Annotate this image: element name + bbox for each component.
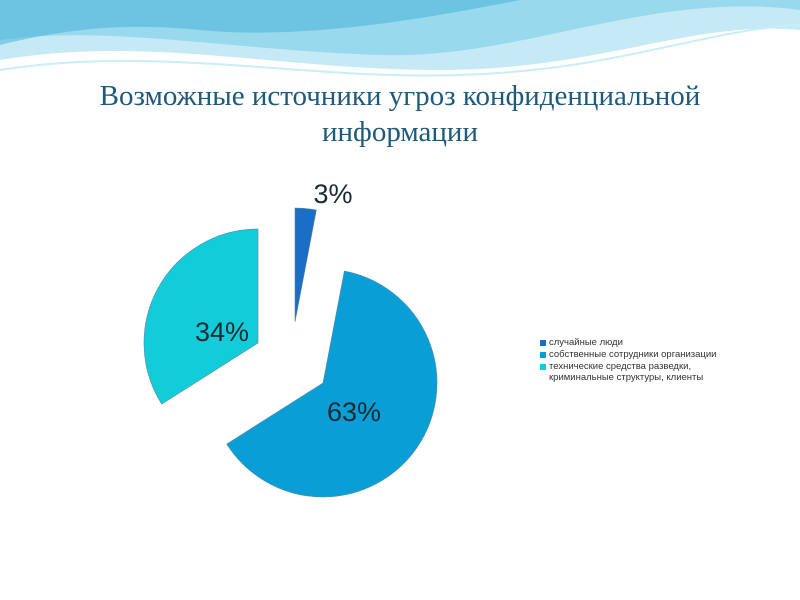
slide-title: Возможные источники угроз конфиденциальн…	[99, 80, 701, 148]
legend-label: случайные люди	[549, 337, 623, 348]
legend-swatch	[540, 352, 546, 358]
pie-slice	[143, 228, 259, 405]
legend-item: случайные люди	[540, 337, 759, 348]
legend-item: технические средства разведки, криминаль…	[540, 361, 759, 383]
pie-slice	[226, 270, 438, 498]
data-label: 63%	[327, 397, 381, 427]
legend-swatch	[540, 364, 546, 370]
legend-label: собственные сотрудники организации	[549, 349, 717, 360]
legend-label: технические средства разведки, криминаль…	[549, 361, 704, 383]
legend-item: собственные сотрудники организации	[540, 349, 759, 360]
data-label: 3%	[313, 179, 352, 209]
pie-slice	[294, 207, 317, 323]
legend-swatch	[540, 340, 546, 346]
data-label: 34%	[195, 317, 249, 347]
chart-legend: случайные люди собственные сотрудники ор…	[540, 337, 759, 384]
